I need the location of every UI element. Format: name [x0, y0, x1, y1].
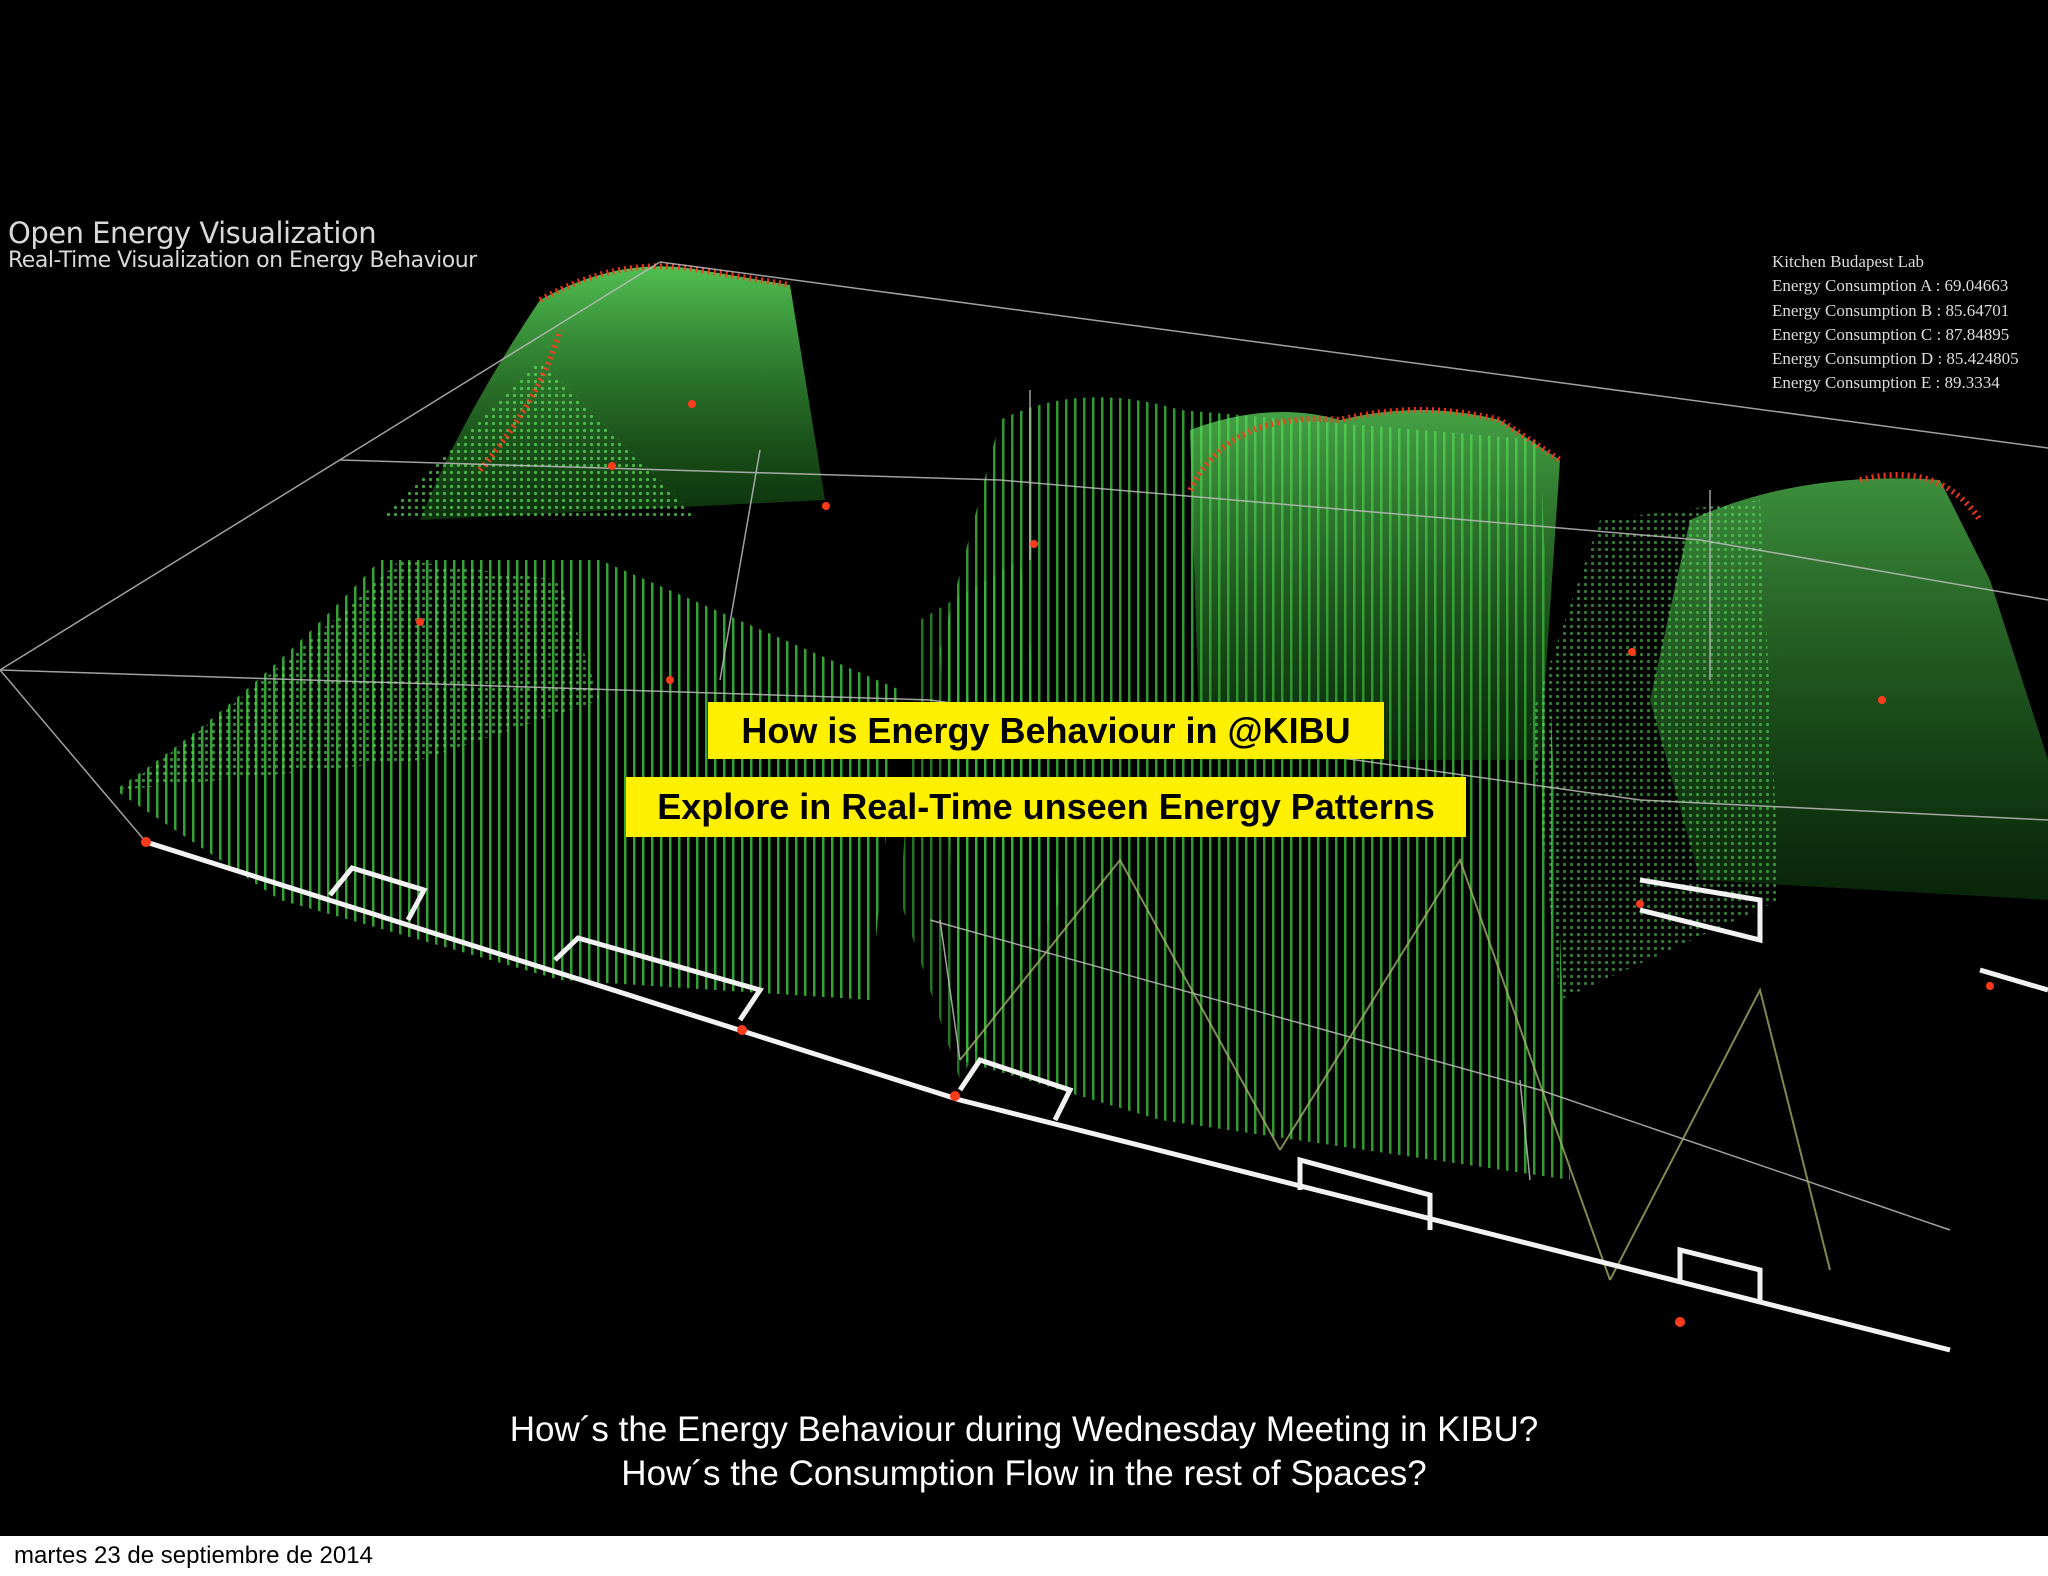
- wire-back-edge: [659, 261, 2048, 449]
- support-line-2: [1279, 857, 1611, 1281]
- sensor-node: [666, 676, 674, 684]
- slide: Open Energy Visualization Real-Time Visu…: [0, 0, 2048, 1536]
- room-divider-1: [328, 865, 428, 922]
- support-line-3: [1609, 987, 1831, 1281]
- sensor-node: [737, 1025, 747, 1035]
- peak-line-a: [538, 263, 791, 303]
- reading-a: Energy Consumption A : 69.04663: [1772, 276, 2009, 296]
- lab-name: Kitchen Budapest Lab: [1772, 252, 1925, 271]
- reading-e: Energy Consumption E : 89.3334: [1772, 373, 2000, 393]
- lab-readout: Kitchen Budapest Lab Energy Consumption …: [1772, 250, 2019, 396]
- reading-d: Energy Consumption D : 85.424805: [1772, 349, 2019, 369]
- energy-volume-peak: [1190, 410, 1560, 760]
- room-divider-2: [553, 935, 764, 1022]
- wire-front-inner: [929, 919, 1951, 1231]
- reading-label: Energy Consumption C: [1772, 324, 1933, 344]
- reading-label: Energy Consumption E: [1772, 373, 1932, 393]
- front-wall-edge: [145, 839, 1951, 1353]
- visualization-title: Open Energy Visualization: [8, 216, 377, 250]
- wire-vert-4: [939, 919, 961, 1061]
- sensor-node: [950, 1091, 960, 1101]
- sensor-node: [1636, 900, 1644, 908]
- footer-date: martes 23 de septiembre de 2014: [14, 1542, 373, 1569]
- reading-value: 87.84895: [1945, 324, 2010, 344]
- sensor-nodes: [141, 400, 1994, 1327]
- sensor-node: [1878, 696, 1886, 704]
- wire-vert-3: [719, 449, 761, 681]
- reading-b: Energy Consumption B : 85.64701: [1772, 300, 2010, 320]
- reading-label: Energy Consumption A: [1772, 276, 1932, 296]
- room-divider-7: [1979, 967, 2048, 993]
- room-divider-4: [1297, 1156, 1433, 1230]
- energy-volume-left-dots: [120, 560, 600, 790]
- energy-visualization: [0, 261, 2048, 1353]
- sensor-node: [141, 837, 151, 847]
- energy-peaks: [477, 263, 1983, 522]
- visualization-subtitle: Real-Time Visualization on Energy Behavi…: [8, 248, 477, 273]
- reading-label: Energy Consumption D: [1772, 349, 1934, 369]
- front-wall: [145, 839, 2048, 1353]
- reading-value: 85.64701: [1945, 300, 2010, 320]
- room-divider-5: [1677, 1246, 1763, 1300]
- support-lines: [959, 857, 1831, 1281]
- room-divider-3: [957, 1057, 1074, 1122]
- sensor-node: [1030, 540, 1038, 548]
- wire-mid-edge: [339, 459, 2048, 601]
- sensor-node: [608, 462, 616, 470]
- question-line-2: How´s the Consumption Flow in the rest o…: [621, 1454, 1427, 1493]
- sensor-node: [688, 400, 696, 408]
- wire-vert-5: [1519, 1079, 1531, 1181]
- reading-value: 69.04663: [1944, 276, 2009, 296]
- question-line-1: How´s the Energy Behaviour during Wednes…: [509, 1410, 1539, 1449]
- reading-c: Energy Consumption C : 87.84895: [1772, 324, 2010, 344]
- peak-line-c: [1859, 472, 1983, 522]
- energy-volume-a-dots: [380, 360, 700, 520]
- sensor-node: [1986, 982, 1994, 990]
- sensor-node: [416, 618, 424, 626]
- peak-line-a2: [477, 329, 563, 472]
- subheadline-banner: Explore in Real-Time unseen Energy Patte…: [626, 777, 1466, 837]
- reading-value: 85.424805: [1946, 349, 2019, 369]
- room-divider-6: [1639, 877, 1763, 944]
- support-line-1: [959, 858, 1281, 1151]
- sensor-node: [822, 502, 830, 510]
- reading-label: Energy Consumption B: [1772, 300, 1933, 320]
- headline-banner: How is Energy Behaviour in @KIBU: [708, 702, 1384, 759]
- sensor-node: [1675, 1317, 1685, 1327]
- sensor-node: [1628, 648, 1636, 656]
- energy-volume-right-dots: [1530, 500, 1780, 1000]
- wire-left-edge: [0, 261, 661, 843]
- reading-value: 89.3334: [1944, 373, 2000, 393]
